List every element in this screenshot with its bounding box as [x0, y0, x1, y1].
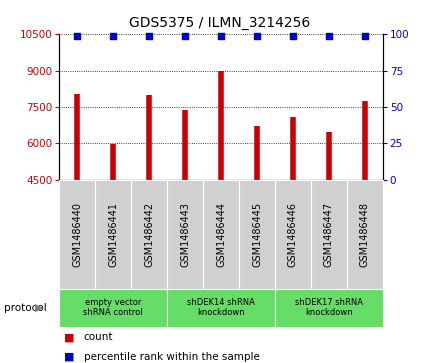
Text: shDEK17 shRNA
knockdown: shDEK17 shRNA knockdown [295, 298, 363, 317]
Point [74, 33, 81, 38]
Point [361, 33, 368, 38]
Text: percentile rank within the sample: percentile rank within the sample [84, 352, 260, 362]
Text: GSM1486442: GSM1486442 [144, 201, 154, 267]
Text: ■: ■ [64, 352, 74, 362]
Text: shDEK14 shRNA
knockdown: shDEK14 shRNA knockdown [187, 298, 255, 317]
Text: count: count [84, 332, 113, 342]
Point [182, 33, 189, 38]
Text: GSM1486448: GSM1486448 [360, 201, 370, 267]
Text: empty vector
shRNA control: empty vector shRNA control [84, 298, 143, 317]
Text: ▶: ▶ [35, 303, 44, 313]
Point [290, 33, 297, 38]
Text: GSM1486445: GSM1486445 [252, 201, 262, 267]
Text: GSM1486446: GSM1486446 [288, 201, 298, 267]
Point [218, 33, 225, 38]
Point [326, 33, 333, 38]
Text: GSM1486447: GSM1486447 [324, 201, 334, 267]
Text: ■: ■ [64, 332, 74, 342]
Text: GSM1486440: GSM1486440 [72, 201, 82, 267]
Point [253, 33, 260, 38]
Text: GSM1486443: GSM1486443 [180, 201, 190, 267]
Text: GSM1486441: GSM1486441 [108, 201, 118, 267]
Text: GDS5375 / ILMN_3214256: GDS5375 / ILMN_3214256 [129, 16, 311, 30]
Text: protocol: protocol [4, 303, 47, 313]
Point [110, 33, 117, 38]
Text: GSM1486444: GSM1486444 [216, 201, 226, 267]
Point [146, 33, 153, 38]
